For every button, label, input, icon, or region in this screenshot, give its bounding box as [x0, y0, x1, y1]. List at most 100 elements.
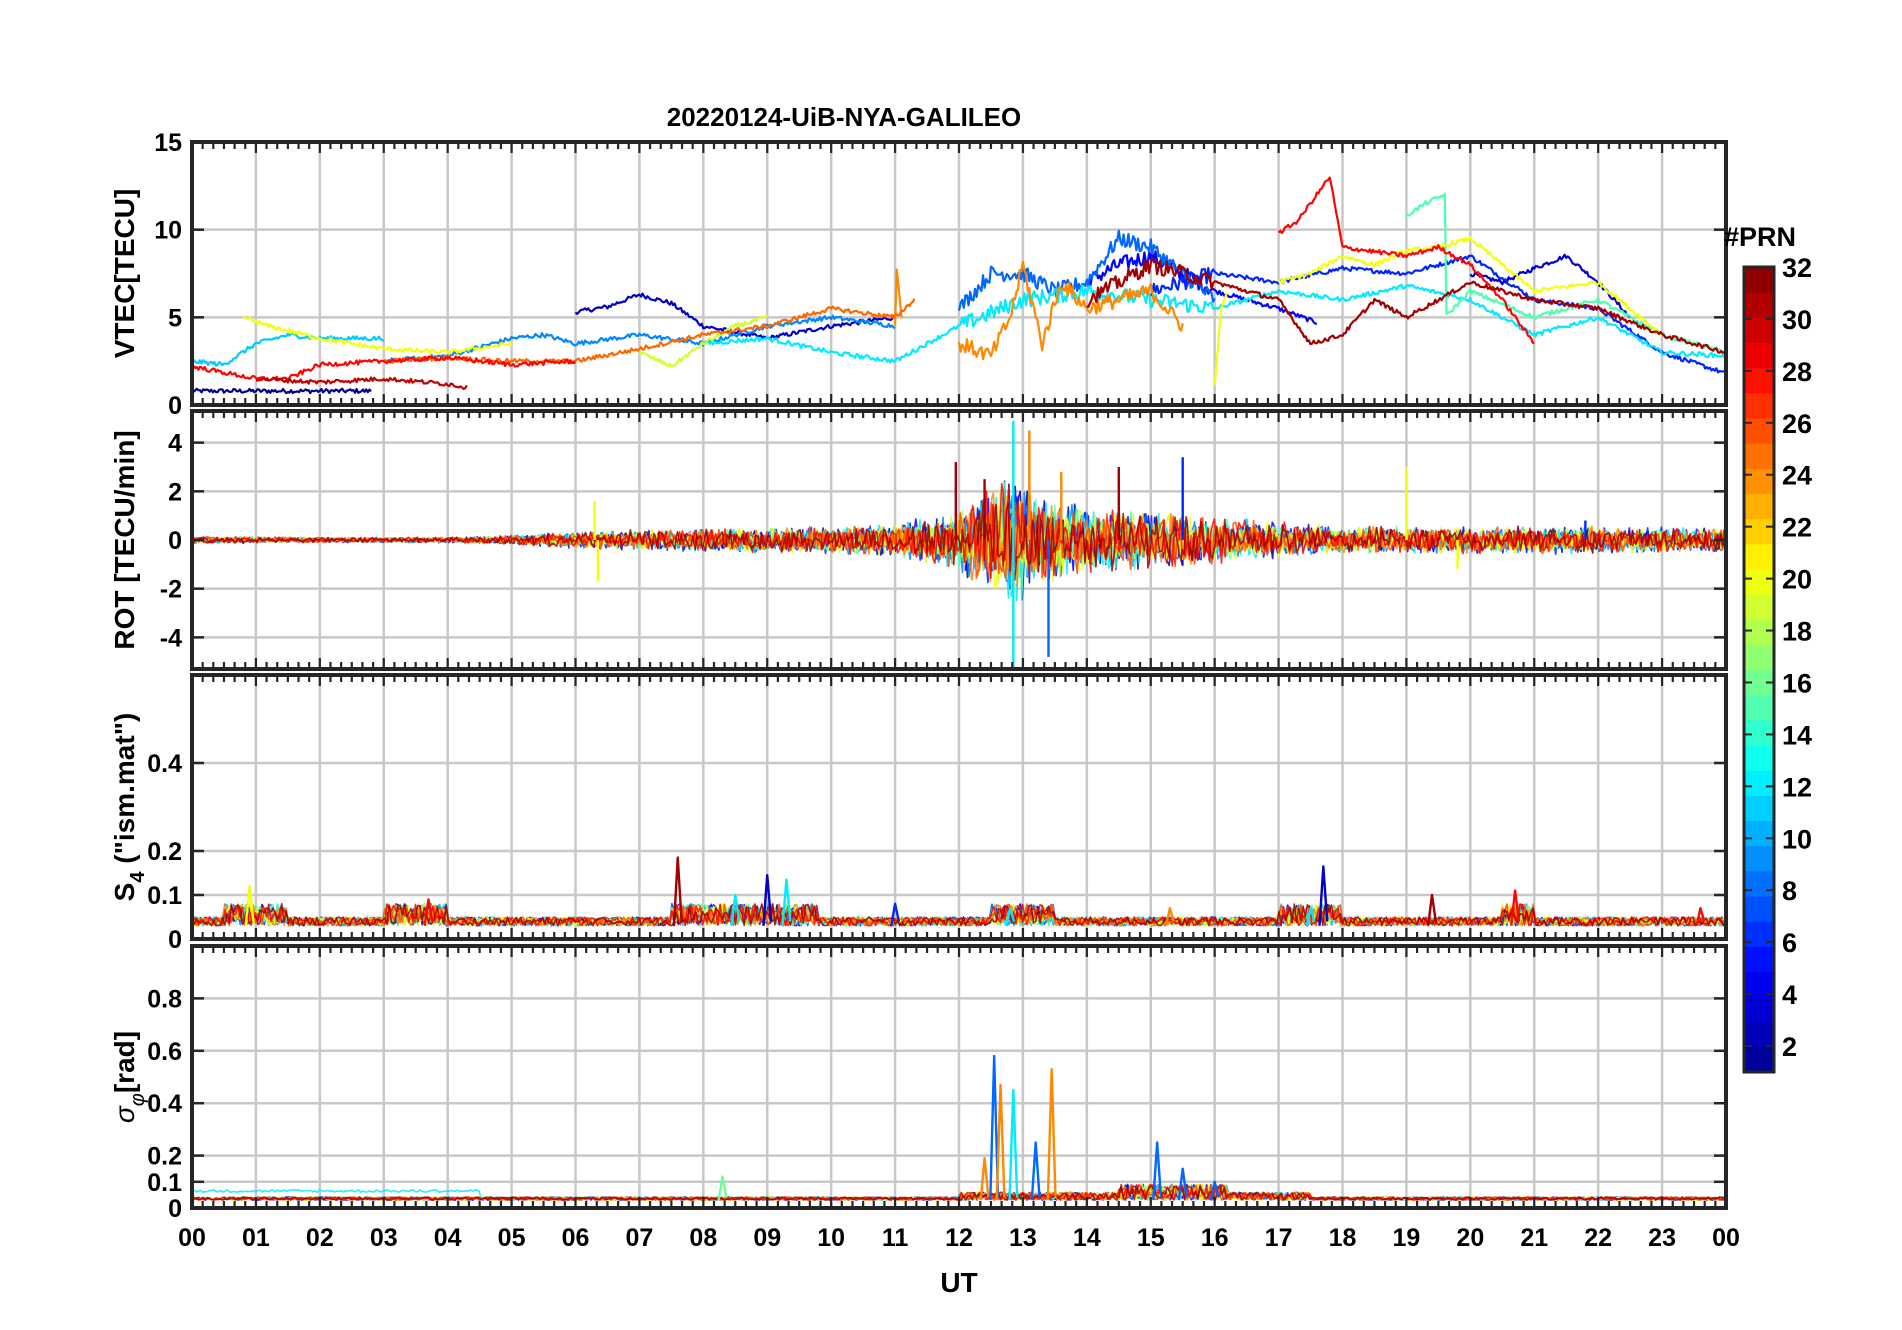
panel-rot: -4 -2 0 2 4 ROT [TECU/min] [109, 409, 1728, 671]
y-tick-label: 15 [154, 129, 182, 157]
y-tick-label: 10 [154, 217, 182, 245]
x-axis-label: UT [940, 1267, 977, 1298]
colorbar-segment [1744, 417, 1774, 444]
x-tick-label: 19 [1393, 1224, 1421, 1252]
sigma_phi-spike [979, 1157, 990, 1201]
colorbar-segment [1744, 568, 1774, 595]
s4-series-prn-31 [192, 903, 1726, 927]
x-tick-label: 12 [945, 1224, 973, 1252]
y-tick-label: 4 [168, 430, 182, 458]
x-tick-label: 22 [1584, 1224, 1612, 1252]
rot-series-prn-24 [192, 492, 1726, 588]
s4-spike [1510, 889, 1521, 926]
x-tick-label: 04 [434, 1224, 462, 1252]
colorbar-segment [1744, 1046, 1774, 1073]
x-ticks-s4 [190, 675, 1728, 939]
y-tick-label: 0.6 [147, 1038, 182, 1066]
vtec-series-prn-8 [957, 229, 1216, 311]
vtec-series-prn-12 [702, 283, 1726, 364]
x-tick-label: 05 [498, 1224, 526, 1252]
panel-vtec: 0 5 10 15 VTEC[TECU] [109, 129, 1728, 420]
x-tick-label: 00 [1712, 1224, 1740, 1252]
colorbar-segment [1744, 770, 1774, 796]
vtec-series-prn-20 [1213, 291, 1229, 386]
colorbar-tick-label: 14 [1782, 720, 1812, 750]
sigma_phi-spike [995, 1083, 1006, 1201]
vtec-series-prn-20 [242, 315, 513, 356]
y-axis-label-sigma_phi: σφ[rad] [109, 1031, 149, 1123]
vtec-series-prn-6 [1149, 254, 1726, 374]
colorbar-tick-label: 30 [1782, 305, 1812, 335]
rot-series-prn-31 [192, 499, 1726, 581]
vtec-series-prn-3 [574, 292, 896, 341]
colorbar-tick-label: 20 [1782, 565, 1812, 595]
s4-spike [672, 856, 683, 926]
panel-sigma_phi: 00.10.2 0.4 0.6 0.8 σφ[rad] [109, 944, 1728, 1223]
colorbar-segment [1744, 317, 1774, 344]
s4-spike [244, 885, 255, 926]
x-tick-label: 00 [178, 1224, 206, 1252]
x-tick-label: 07 [626, 1224, 654, 1252]
vtec-series-prn-31 [1086, 256, 1726, 354]
x-ticks-rot [190, 411, 1728, 669]
colorbar-segment [1744, 619, 1774, 645]
colorbar-tick-label: 2 [1782, 1032, 1797, 1062]
y-ticks-rot [192, 441, 1726, 639]
colorbar-segment [1744, 644, 1774, 671]
colorbar-segment [1744, 845, 1774, 872]
colorbar-segment [1744, 543, 1774, 570]
y-ticks-sigma_phi [192, 997, 1726, 1210]
x-tick-label: 13 [1009, 1224, 1037, 1252]
sigma_phi-spike [1008, 1088, 1019, 1201]
colorbar-tick-label: 22 [1782, 513, 1812, 543]
y-tick-label: 0.2 [147, 838, 182, 866]
x-tick-label: 21 [1520, 1224, 1548, 1252]
vtec-series-prn-30 [255, 376, 468, 391]
sigma_phi-spike [989, 1054, 1000, 1201]
plot-area-rot [192, 420, 1726, 669]
s4-spike [1695, 907, 1706, 927]
x-ticks-sigma_phi [190, 946, 1728, 1208]
colorbar-segment [1744, 493, 1774, 520]
vtec-series-prn-24 [957, 260, 1184, 361]
colorbar-segment [1744, 518, 1774, 545]
colorbar-tick-label: 28 [1782, 357, 1812, 387]
x-tick-label: 06 [562, 1224, 590, 1252]
chart-title: 20220124-UiB-NYA-GALILEO [667, 102, 1022, 132]
colorbar-segment [1744, 342, 1774, 369]
sigma_phi-spike [1209, 1180, 1220, 1201]
y-axis-label-s4: S4 ("ism.mat") [109, 713, 149, 902]
colorbar-tick-label: 8 [1782, 876, 1797, 906]
y-tick-label: 0 [168, 926, 182, 954]
sigma_phi-spike [717, 1175, 728, 1201]
colorbar-segment [1744, 594, 1774, 620]
y-tick-label: -2 [160, 576, 182, 604]
sigma_phi-spike [1046, 1067, 1057, 1201]
plot-area-s4 [192, 856, 1726, 927]
grid-s4 [192, 675, 1726, 939]
x-tick-label: 18 [1329, 1224, 1357, 1252]
plot-area-vtec [192, 176, 1726, 395]
colorbar-tick-label: 26 [1782, 409, 1812, 439]
colorbar-title: #PRN [1724, 222, 1796, 252]
s4-spike [1305, 907, 1316, 927]
colorbar-segment [1744, 694, 1774, 721]
vtec-series-prn-3 [1469, 253, 1631, 319]
grid-sigma_phi [192, 946, 1726, 1208]
s4-spike [1318, 865, 1329, 926]
x-tick-label: 01 [242, 1224, 270, 1252]
y-tick-label: 0.4 [147, 750, 182, 778]
y-tick-label: 0 [168, 392, 182, 420]
x-tick-label: 11 [882, 1224, 909, 1252]
vtec-series-prn-19 [638, 314, 769, 368]
colorbar-tick-label: 32 [1782, 253, 1812, 283]
s4-spike [781, 878, 792, 926]
colorbar-tick-label: 6 [1782, 928, 1797, 958]
y-tick-label: 0.4 [147, 1090, 182, 1118]
colorbar-segment [1744, 996, 1774, 1023]
colorbar-segment [1744, 468, 1774, 495]
x-tick-label: 16 [1201, 1224, 1229, 1252]
y-tick-label: 0.1 [147, 1169, 182, 1197]
